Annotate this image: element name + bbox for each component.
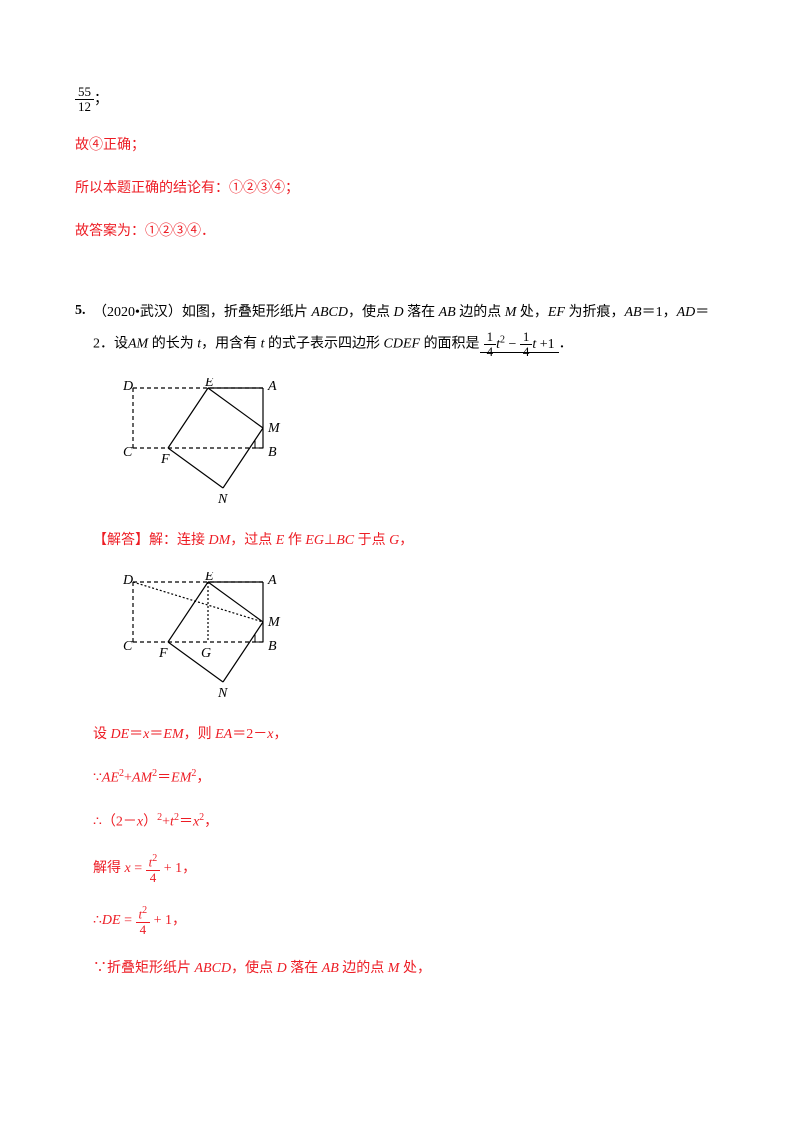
svg-text:B: B	[268, 445, 277, 460]
work-line-2: ∵AE2+AM2＝EM2，	[93, 765, 719, 791]
work-line-1: 设 DE＝x＝EM，则 EA＝2－x，	[93, 722, 719, 747]
svg-text:M: M	[267, 615, 281, 630]
svg-text:N: N	[217, 492, 228, 507]
conclusion-1: 故④正确；	[75, 133, 719, 158]
svg-text:G: G	[201, 646, 211, 661]
svg-text:B: B	[268, 639, 277, 654]
svg-text:N: N	[217, 686, 228, 701]
q5-stem: （2020•武汉）如图，折叠矩形纸片 ABCD，使点 D 落在 AB 边的点 M…	[93, 298, 719, 360]
svg-text:E: E	[204, 378, 214, 390]
solution-line-1: 【解答】解：连接 DM，过点 E 作 EG⊥BC 于点 G，	[93, 528, 719, 553]
question-number: 5.	[75, 298, 93, 323]
svg-text:A: A	[267, 573, 277, 588]
figure-2: D E A C F G B M N	[123, 572, 313, 712]
svg-text:C: C	[123, 445, 133, 460]
work-line-3: ∴（2－x）2+t2＝x2，	[93, 809, 719, 835]
question-5: 5. （2020•武汉）如图，折叠矩形纸片 ABCD，使点 D 落在 AB 边的…	[75, 298, 719, 999]
conclusion-3: 故答案为：①②③④．	[75, 219, 719, 244]
conclusion-2: 所以本题正确的结论有：①②③④；	[75, 176, 719, 201]
work-line-5: ∴DE = t24 + 1，	[93, 904, 719, 938]
top-fraction: 5512；	[75, 85, 719, 115]
svg-text:E: E	[204, 572, 214, 584]
work-line-4: 解得 x = t24 + 1，	[93, 852, 719, 886]
svg-text:F: F	[160, 452, 170, 467]
svg-text:F: F	[158, 646, 168, 661]
svg-text:M: M	[267, 421, 281, 436]
work-line-6: ∵折叠矩形纸片 ABCD，使点 D 落在 AB 边的点 M 处，	[93, 956, 719, 981]
svg-text:C: C	[123, 639, 133, 654]
svg-text:A: A	[267, 379, 277, 394]
svg-text:D: D	[123, 379, 133, 394]
figure-1: D E A C F B M N	[123, 378, 313, 518]
svg-text:D: D	[123, 573, 133, 588]
